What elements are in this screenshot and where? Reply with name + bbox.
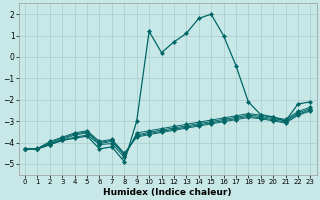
X-axis label: Humidex (Indice chaleur): Humidex (Indice chaleur) xyxy=(103,188,232,197)
